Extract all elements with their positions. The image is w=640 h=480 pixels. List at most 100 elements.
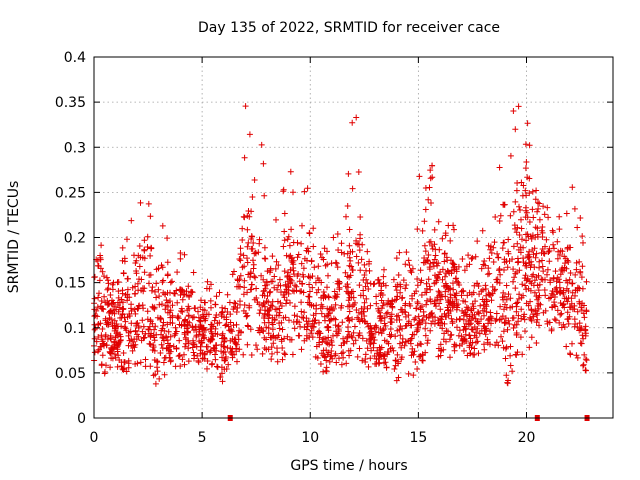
data-point xyxy=(377,292,384,298)
data-point xyxy=(405,312,412,319)
data-point xyxy=(439,276,446,283)
data-point xyxy=(121,255,128,262)
data-point xyxy=(488,250,495,256)
data-point xyxy=(186,293,193,300)
data-point xyxy=(419,351,426,358)
data-point xyxy=(528,258,535,265)
data-point xyxy=(496,280,503,286)
data-point xyxy=(520,313,527,320)
data-point xyxy=(129,347,136,354)
data-point xyxy=(346,274,353,281)
data-point xyxy=(219,378,226,385)
data-point xyxy=(105,319,111,326)
data-point xyxy=(573,259,580,266)
data-point xyxy=(219,370,225,377)
data-point xyxy=(353,253,360,260)
data-point xyxy=(390,347,397,354)
data-point xyxy=(316,328,322,335)
data-point xyxy=(97,320,104,327)
data-point xyxy=(114,329,121,336)
data-point xyxy=(284,236,291,243)
data-point xyxy=(118,296,125,303)
data-point xyxy=(413,328,420,335)
data-point xyxy=(238,328,244,335)
data-point xyxy=(391,366,398,372)
data-point xyxy=(291,303,298,310)
data-point xyxy=(281,237,288,244)
data-point xyxy=(408,335,415,342)
data-point xyxy=(274,298,281,305)
data-point xyxy=(300,315,307,321)
data-point xyxy=(455,332,462,339)
data-point xyxy=(295,271,302,277)
data-point xyxy=(362,351,369,358)
data-point xyxy=(504,379,511,386)
data-point xyxy=(181,251,188,258)
data-point xyxy=(345,297,352,304)
data-point xyxy=(434,262,441,269)
data-point xyxy=(322,262,329,269)
data-point xyxy=(356,345,363,352)
y-tick-label: 0.25 xyxy=(55,185,86,201)
data-point xyxy=(582,330,589,337)
data-point xyxy=(320,368,327,375)
data-point xyxy=(191,305,198,312)
data-point xyxy=(323,339,330,346)
data-point xyxy=(294,313,301,320)
data-point xyxy=(423,280,430,287)
data-point xyxy=(191,355,197,362)
data-point xyxy=(541,211,548,218)
data-point xyxy=(496,164,503,171)
data-point xyxy=(362,359,369,365)
data-point xyxy=(198,339,205,346)
data-point xyxy=(518,216,524,223)
data-point xyxy=(473,334,480,341)
data-point xyxy=(177,250,184,256)
data-point xyxy=(124,236,130,243)
data-point xyxy=(568,300,575,307)
data-point xyxy=(151,326,158,333)
data-point xyxy=(560,321,567,328)
data-point xyxy=(107,292,114,298)
data-point xyxy=(237,257,244,264)
data-point xyxy=(294,318,301,325)
data-point xyxy=(523,237,529,244)
data-point xyxy=(542,243,548,250)
data-point xyxy=(492,214,499,220)
data-point xyxy=(199,306,206,313)
data-point xyxy=(258,272,265,279)
data-point xyxy=(164,299,171,306)
data-point xyxy=(116,357,123,363)
data-point xyxy=(259,302,266,309)
data-point xyxy=(482,325,489,332)
data-point xyxy=(191,327,197,334)
data-point xyxy=(405,370,412,377)
data-point xyxy=(553,278,560,285)
data-point xyxy=(237,283,244,290)
data-point xyxy=(518,179,525,186)
data-point xyxy=(580,335,587,342)
data-point xyxy=(524,275,531,282)
data-point xyxy=(528,316,534,323)
data-point xyxy=(280,243,287,250)
data-point xyxy=(398,354,405,361)
data-point xyxy=(309,273,316,280)
data-point xyxy=(501,267,507,273)
data-point xyxy=(109,355,116,362)
data-point xyxy=(402,261,409,268)
data-point xyxy=(503,372,510,379)
data-point xyxy=(206,285,213,292)
data-point xyxy=(503,296,510,303)
data-point xyxy=(361,261,368,268)
data-point xyxy=(473,339,479,346)
data-point xyxy=(414,366,421,372)
data-point xyxy=(397,289,404,296)
data-point xyxy=(364,248,371,255)
data-point xyxy=(137,199,144,206)
data-point xyxy=(104,302,111,308)
data-point xyxy=(191,314,197,320)
data-point xyxy=(234,358,240,365)
data-point xyxy=(536,322,542,329)
data-point xyxy=(237,245,244,252)
data-point xyxy=(462,326,469,333)
